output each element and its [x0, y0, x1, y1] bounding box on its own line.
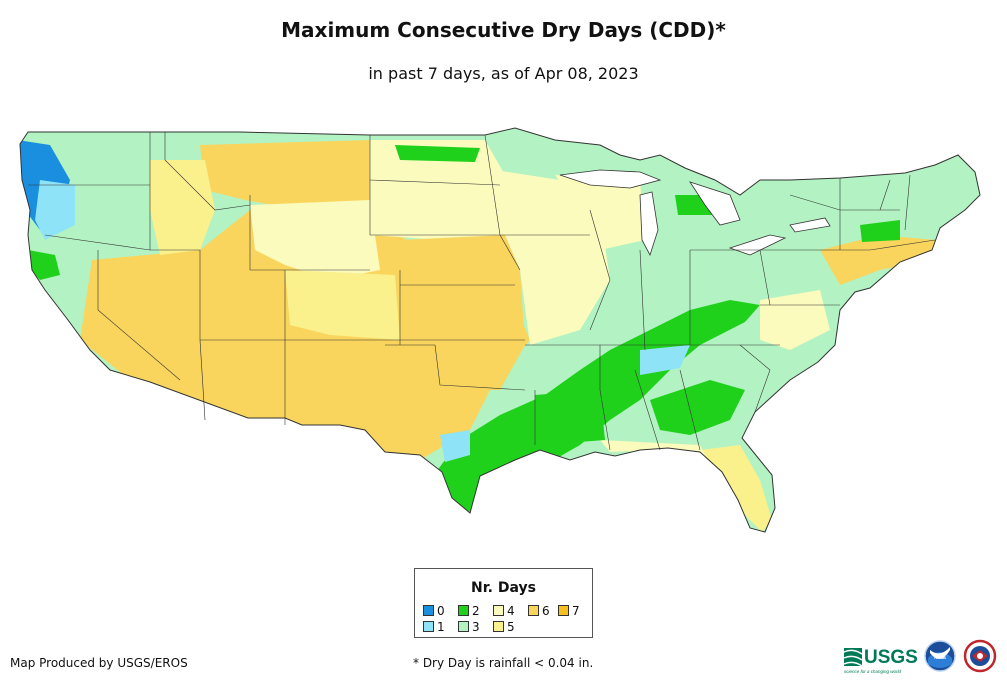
- lake-ontario: [789, 217, 831, 233]
- legend-label-2: 2: [472, 604, 480, 618]
- dry-day-footnote: * Dry Day is rainfall < 0.04 in.: [413, 656, 594, 670]
- legend-swatch-6: [528, 605, 539, 616]
- legend-swatch-5: [493, 621, 504, 632]
- zone-ny-2: [860, 220, 900, 242]
- legend: Nr. Days 0 2 4 6 7 1 3 5: [414, 568, 593, 638]
- zone-dakotas-4: [370, 140, 505, 240]
- legend-swatch-2: [458, 605, 469, 616]
- zone-calcoast-2: [28, 250, 60, 280]
- zone-gulf-4: [600, 440, 710, 465]
- zone-pnw-1: [35, 180, 75, 240]
- map-title: Maximum Consecutive Dry Days (CDD)*: [281, 18, 726, 42]
- lake-huron: [689, 181, 741, 226]
- zone-northeast-6: [820, 235, 935, 285]
- zone-ndakota-2: [395, 145, 480, 162]
- zone-montana-6: [200, 140, 380, 210]
- legend-title: Nr. Days: [471, 580, 536, 596]
- legend-item-4: 4: [493, 605, 515, 617]
- legend-item-1: 1: [423, 621, 445, 633]
- zone-tennessee-1: [640, 345, 690, 375]
- noaa-wordmark: noaa: [934, 655, 946, 661]
- noaa-logo: noaa: [924, 640, 956, 672]
- zone-wisconsin-4: [555, 175, 645, 250]
- zone-iowa-4: [495, 170, 610, 345]
- cdd-map: [19, 127, 981, 533]
- legend-item-0: 0: [423, 605, 445, 617]
- legend-swatch-0: [423, 605, 434, 616]
- legend-swatch-7: [558, 605, 569, 616]
- usgs-logo: USGS science for a changing world: [843, 647, 918, 674]
- legend-item-5: 5: [493, 621, 515, 633]
- legend-label-3: 3: [472, 620, 480, 634]
- zone-wyoming-4: [250, 200, 380, 280]
- zone-plains-6: [400, 235, 525, 390]
- legend-item-2: 2: [458, 605, 480, 617]
- legend-swatch-4: [493, 605, 504, 616]
- usgs-tagline: science for a changing world: [844, 669, 902, 674]
- legend-item-6: 6: [528, 605, 550, 617]
- legend-label-7: 7: [572, 604, 580, 618]
- legend-label-6: 6: [542, 604, 550, 618]
- zone-texas-1: [440, 430, 470, 462]
- legend-label-4: 4: [507, 604, 515, 618]
- legend-item-7: 7: [558, 605, 580, 617]
- legend-swatch-3: [458, 621, 469, 632]
- legend-item-3: 3: [458, 621, 480, 633]
- map-credit: Map Produced by USGS/EROS: [10, 656, 188, 670]
- lake-michigan: [639, 191, 659, 257]
- nws-logo: [963, 639, 997, 673]
- legend-swatch-1: [423, 621, 434, 632]
- usgs-wordmark: USGS: [864, 647, 918, 668]
- zone-arkansas-2: [535, 390, 605, 445]
- map-subtitle: in past 7 days, as of Apr 08, 2023: [368, 64, 639, 83]
- state-borders: [28, 132, 936, 451]
- agency-logos: USGS science for a changing world noaa: [843, 639, 997, 674]
- legend-label-5: 5: [507, 620, 515, 634]
- zone-colorado-5: [285, 270, 400, 340]
- zone-florida-5: [700, 445, 772, 532]
- legend-label-1: 1: [437, 620, 445, 634]
- zone-southeast-2: [650, 380, 745, 435]
- legend-label-0: 0: [437, 604, 445, 618]
- zone-idaho-5: [150, 160, 215, 255]
- lake-superior: [559, 169, 662, 189]
